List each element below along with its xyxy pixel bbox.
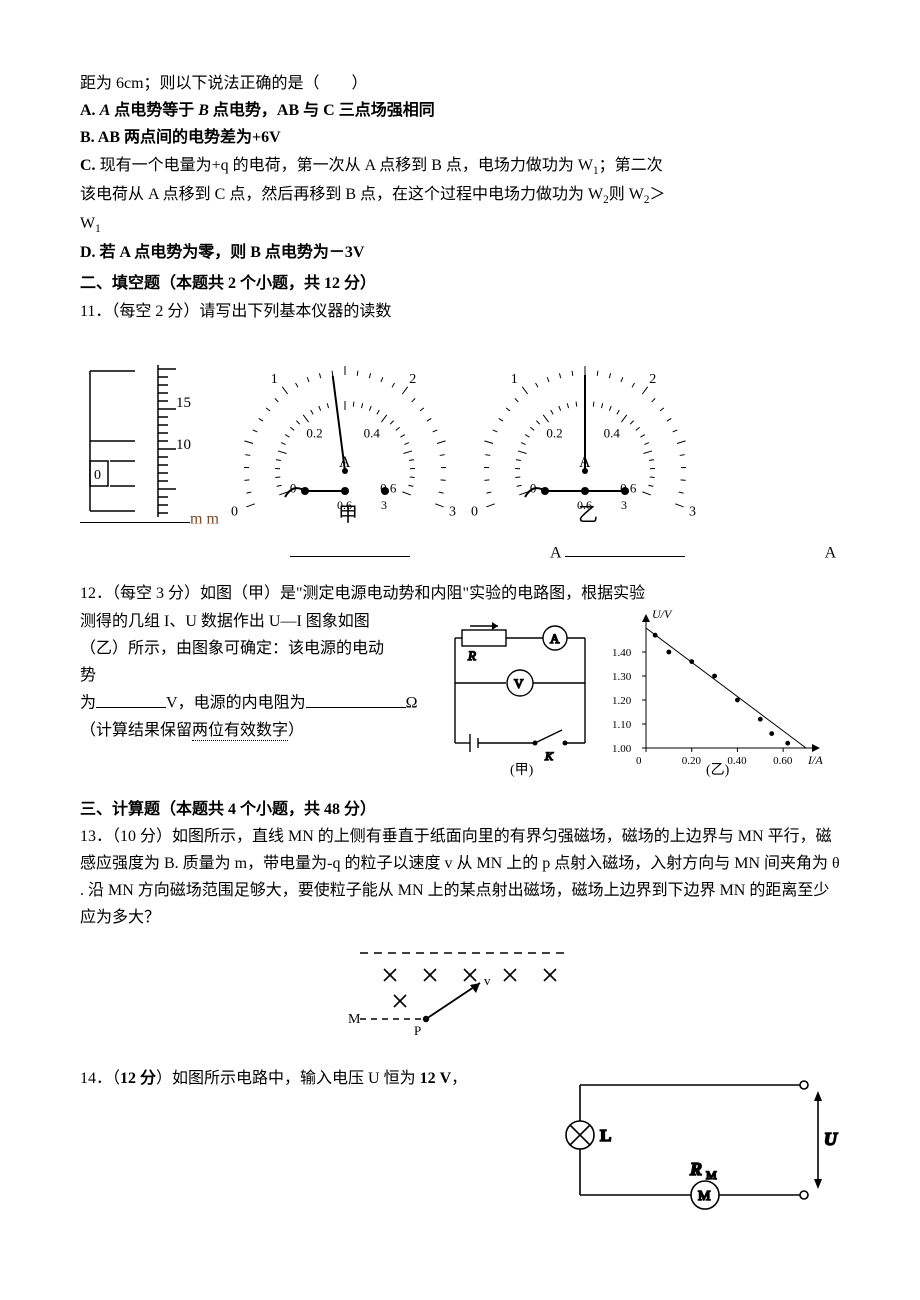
opt-a-t3: 点电势，AB 与 C 三点场强相同 [209, 102, 435, 119]
svg-text:A: A [550, 631, 560, 646]
q10-continuation: 距为 6cm；则以下说法正确的是（ ） A. A 点电势等于 B 点电势，AB … [80, 70, 840, 266]
svg-text:L: L [600, 1126, 611, 1145]
svg-text:15: 15 [176, 395, 191, 411]
svg-text:0: 0 [471, 504, 478, 519]
blank-r[interactable] [306, 689, 406, 708]
q10-lead: 距为 6cm；则以下说法正确的是（ ） [80, 75, 368, 92]
opt-c-t2: 现有一个电量为+q 的电荷，第一次从 A 点移到 B 点，电场力做功为 W [100, 157, 593, 174]
svg-text:0.4: 0.4 [364, 425, 381, 440]
svg-text:R: R [689, 1159, 702, 1179]
svg-text:0: 0 [636, 755, 642, 767]
q14-c: ）如图所示电路中，输入电压 U 恒为 [156, 1070, 420, 1087]
svg-text:1.40: 1.40 [612, 647, 632, 659]
q14-a: 14．（ [80, 1070, 120, 1087]
micrometer-figure: 0 15 10 [80, 351, 220, 531]
svg-text:1.10: 1.10 [612, 719, 632, 731]
svg-text:(甲): (甲) [510, 763, 534, 778]
opt-c-t6: ＞ [649, 186, 665, 203]
instrument-row: 0 15 10 0010.220.430.6A0.63 甲 0010.220.4… [80, 331, 840, 531]
q12-l5a: 为 [80, 695, 96, 712]
q14-e: ， [451, 1070, 467, 1087]
svg-text:0: 0 [231, 504, 238, 519]
svg-text:1: 1 [271, 372, 278, 387]
fig-q14: U L MRM [560, 1065, 840, 1215]
svg-text:3: 3 [381, 498, 387, 512]
opt-d: D. 若 A 点电势为零，则 B 点电势为－3V [80, 239, 840, 266]
svg-text:2: 2 [649, 372, 656, 387]
svg-text:10: 10 [176, 437, 191, 453]
opt-a-it1: A [100, 102, 111, 119]
opt-c-t4: 该电荷从 A 点移到 C 点，然后再移到 B 点，在这个过程中电场力做功为 W [80, 186, 603, 203]
svg-text:0.20: 0.20 [682, 755, 702, 767]
opt-a-t2: 点电势等于 [110, 102, 198, 119]
svg-text:0.40: 0.40 [727, 755, 747, 767]
q12-text: 测得的几组 I、U 数据作出 U—I 图象如图 （乙）所示，由图象可确定：该电源… [80, 608, 430, 745]
svg-text:3: 3 [621, 498, 627, 512]
svg-text:U: U [824, 1129, 838, 1149]
q12-l6b: ） [288, 722, 304, 739]
svg-text:P: P [414, 1023, 421, 1038]
svg-text:U/V: U/V [652, 608, 673, 621]
opt-b: B. AB 两点间的电势差为+6V [80, 124, 840, 151]
section-2-title: 二、填空题（本题共 2 个小题，共 12 分） [80, 270, 840, 297]
unit-mm: m m [190, 510, 219, 527]
svg-text:2: 2 [409, 372, 416, 387]
blank-a1[interactable] [290, 539, 410, 558]
unit-a2: A [825, 544, 837, 561]
svg-text:I/A: I/A [807, 753, 823, 767]
svg-text:3: 3 [689, 504, 696, 519]
blank-emf[interactable] [96, 689, 166, 708]
svg-text:1: 1 [511, 372, 518, 387]
svg-text:K: K [544, 749, 554, 763]
q12-l2: 测得的几组 I、U 数据作出 U—I 图象如图 [80, 608, 430, 635]
blank-a2[interactable] [565, 539, 685, 558]
svg-text:0: 0 [94, 468, 101, 483]
svg-text:M: M [348, 1012, 361, 1027]
section-3-title: 三、计算题（本题共 4 个小题，共 48 分） [80, 796, 840, 823]
ammeter-blanks: A A [290, 539, 840, 567]
svg-text:1.20: 1.20 [612, 695, 632, 707]
svg-text:0.2: 0.2 [546, 425, 562, 440]
fig-q13: M Pv [330, 939, 590, 1049]
svg-text:0.4: 0.4 [604, 425, 621, 440]
svg-text:(乙): (乙) [706, 762, 730, 778]
ammeter-yi: 0010.220.430.6A0.63 乙 [470, 331, 700, 531]
q14-d: 12 V [420, 1070, 452, 1087]
svg-text:v: v [484, 973, 491, 988]
opt-c-l: C. [80, 157, 100, 174]
q12-l6u: 两位有效数字 [192, 722, 288, 741]
svg-text:0.2: 0.2 [306, 425, 322, 440]
svg-text:M: M [706, 1168, 717, 1182]
svg-text:R: R [467, 648, 476, 663]
q12-l3: （乙）所示，由图象可确定：该电源的电动 [80, 635, 430, 662]
q12-l5c: Ω [406, 695, 418, 712]
opt-c-t3: ；第二次 [599, 157, 663, 174]
svg-text:1.30: 1.30 [612, 671, 632, 683]
svg-text:3: 3 [449, 504, 456, 519]
q11-lead: 11．（每空 2 分）请写出下列基本仪器的读数 [80, 298, 840, 325]
svg-text:1.00: 1.00 [612, 743, 632, 755]
caption-jia: 甲 [338, 504, 358, 526]
svg-text:V: V [514, 676, 524, 691]
graph-yi: 1.001.101.201.301.4000.200.400.60U/VI/A … [606, 608, 826, 778]
caption-yi: 乙 [578, 504, 598, 526]
blank-mm[interactable] [80, 505, 190, 524]
q14-b: 12 分 [120, 1070, 156, 1087]
opt-a-label: A. [80, 102, 100, 119]
opt-c-t7: W [80, 215, 95, 232]
opt-c-t5: 则 W [609, 186, 644, 203]
unit-a1: A [550, 544, 561, 561]
svg-text:M: M [698, 1189, 711, 1204]
q12-l4: 势 [80, 662, 430, 689]
opt-c-s4: 1 [95, 223, 101, 235]
q13-text: 13．（10 分）如图所示，直线 MN 的上侧有垂直于纸面向里的有界匀强磁场，磁… [80, 823, 840, 932]
circuit-jia: A R V K (甲) [440, 608, 600, 778]
opt-a-it2: B [198, 102, 209, 119]
svg-text:0.60: 0.60 [773, 755, 793, 767]
q12-lead: 12．（每空 3 分）如图（甲）是"测定电源电动势和内阻"实验的电路图，根据实验 [80, 580, 840, 607]
q12-l5b: V，电源的内电阻为 [166, 695, 306, 712]
q12-l6: （计算结果保留 [80, 722, 192, 739]
ammeter-jia: 0010.220.430.6A0.63 甲 [230, 331, 460, 531]
